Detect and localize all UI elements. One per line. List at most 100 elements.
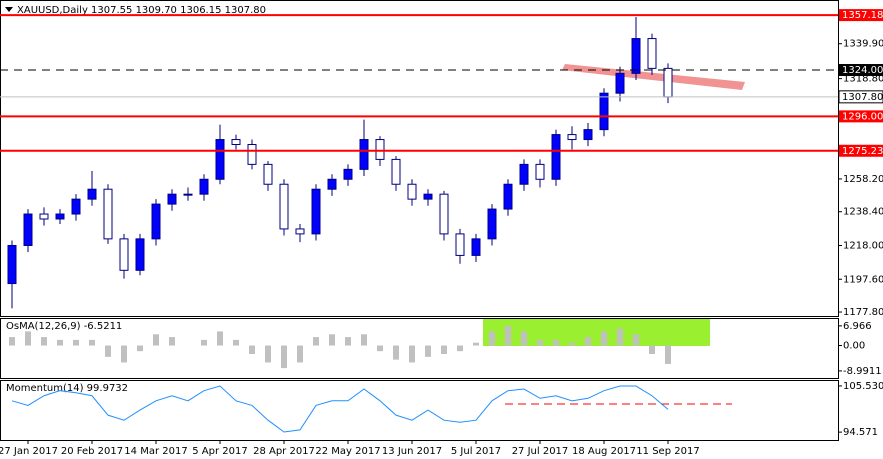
candle-body bbox=[263, 163, 273, 185]
candle-body bbox=[119, 238, 129, 271]
candle-body bbox=[247, 144, 257, 165]
level-label: 1357.18 bbox=[842, 10, 883, 21]
candle-body bbox=[471, 238, 481, 256]
x-tick-label: 11 Sep 2017 bbox=[636, 446, 699, 457]
level-label-box bbox=[838, 90, 883, 104]
y-tick-label: 1197.60 bbox=[843, 274, 883, 285]
x-tick-label: 28 Apr 2017 bbox=[253, 446, 315, 457]
momentum-title: Momentum(14) 99.9732 bbox=[6, 383, 128, 394]
histogram-bar bbox=[41, 337, 47, 346]
candle-body bbox=[583, 129, 593, 141]
x-tick-label: 18 Aug 2017 bbox=[572, 446, 636, 457]
histogram-bar bbox=[585, 337, 591, 346]
y-tick-label: 6.966 bbox=[843, 321, 872, 332]
histogram-bar bbox=[377, 345, 383, 352]
histogram-bar bbox=[233, 339, 239, 346]
symbol-icon bbox=[5, 7, 13, 12]
candle-body bbox=[55, 213, 65, 220]
candle-body bbox=[407, 183, 417, 200]
histogram-bar bbox=[217, 331, 223, 346]
x-tick-label: 13 Jun 2017 bbox=[382, 446, 442, 457]
histogram-bar bbox=[569, 342, 575, 346]
candle-body bbox=[599, 92, 609, 131]
x-tick-label: 14 Mar 2017 bbox=[124, 446, 187, 457]
y-tick-label: 1339.90 bbox=[843, 39, 883, 50]
candle-body bbox=[663, 67, 673, 98]
histogram-bar bbox=[345, 337, 351, 346]
histogram-bar bbox=[649, 345, 655, 355]
x-tick-label: 5 Jul 2017 bbox=[451, 446, 501, 457]
highlight-zone bbox=[483, 319, 710, 346]
candle-body bbox=[279, 183, 289, 230]
candle-body bbox=[87, 188, 97, 200]
histogram-bar bbox=[329, 334, 335, 346]
histogram-bar bbox=[153, 334, 159, 346]
histogram-bar bbox=[265, 345, 271, 363]
candle-body bbox=[199, 178, 209, 195]
histogram-bar bbox=[313, 337, 319, 346]
candle-body bbox=[487, 208, 497, 240]
candle-body bbox=[535, 163, 545, 180]
histogram-bar bbox=[281, 345, 287, 369]
candle-body bbox=[23, 213, 33, 246]
x-tick-label: 27 Jul 2017 bbox=[512, 446, 569, 457]
histogram-bar bbox=[105, 345, 111, 357]
histogram-bar bbox=[169, 337, 175, 346]
candle-body bbox=[231, 139, 241, 146]
x-tick-label: 22 May 2017 bbox=[315, 446, 380, 457]
candle-body bbox=[567, 134, 577, 141]
candle-body bbox=[103, 188, 113, 240]
candle-body bbox=[423, 193, 433, 200]
level-label: 1324.00 bbox=[842, 65, 883, 76]
candle-body bbox=[359, 139, 369, 170]
level-label: 1275.23 bbox=[842, 146, 883, 157]
candle-body bbox=[551, 134, 561, 180]
candle-body bbox=[39, 213, 49, 220]
histogram-bar bbox=[425, 345, 431, 357]
histogram-bar bbox=[489, 331, 495, 346]
histogram-bar bbox=[9, 337, 15, 346]
candle-body bbox=[7, 244, 17, 285]
histogram-bar bbox=[441, 345, 447, 355]
histogram-bar bbox=[633, 334, 639, 346]
histogram-bar bbox=[457, 345, 463, 352]
histogram-bar bbox=[521, 331, 527, 346]
histogram-bar bbox=[89, 339, 95, 346]
candle-body bbox=[215, 139, 225, 180]
histogram-bar bbox=[505, 325, 511, 346]
y-tick-label: 1318.80 bbox=[843, 74, 883, 85]
histogram-bar bbox=[553, 339, 559, 346]
candle-body bbox=[391, 158, 401, 185]
histogram-bar bbox=[537, 339, 543, 346]
chart-title: XAUUSD,Daily 1307.55 1309.70 1306.15 130… bbox=[17, 5, 266, 16]
level-label: 1296.00 bbox=[842, 111, 883, 122]
histogram-bar bbox=[73, 339, 79, 346]
histogram-bar bbox=[617, 328, 623, 346]
candle-body bbox=[71, 198, 81, 215]
candle-body bbox=[647, 38, 657, 69]
candle-body bbox=[455, 233, 465, 256]
candle-body bbox=[311, 188, 321, 235]
price-panel-frame bbox=[0, 0, 839, 317]
candle-body bbox=[343, 168, 353, 180]
candle-body bbox=[295, 228, 305, 235]
y-tick-label: -8.9911 bbox=[843, 366, 882, 377]
osma-panel-frame bbox=[0, 318, 839, 379]
level-label: 1307.80 bbox=[842, 92, 883, 103]
x-tick-label: 20 Feb 2017 bbox=[61, 446, 123, 457]
candle-body bbox=[327, 178, 337, 190]
histogram-bar bbox=[393, 345, 399, 360]
level-label-box bbox=[839, 64, 883, 77]
y-tick-label: 105.5305 bbox=[843, 381, 883, 392]
x-tick-label: 5 Apr 2017 bbox=[192, 446, 247, 457]
histogram-bar bbox=[25, 331, 31, 346]
y-tick-label: 1258.20 bbox=[843, 174, 883, 185]
histogram-bar bbox=[249, 345, 255, 355]
level-label-box bbox=[839, 144, 883, 157]
histogram-bar bbox=[361, 334, 367, 346]
candle-body bbox=[151, 203, 161, 240]
candle-body bbox=[167, 193, 177, 205]
histogram-bar bbox=[665, 345, 671, 364]
level-label-box bbox=[839, 9, 883, 22]
